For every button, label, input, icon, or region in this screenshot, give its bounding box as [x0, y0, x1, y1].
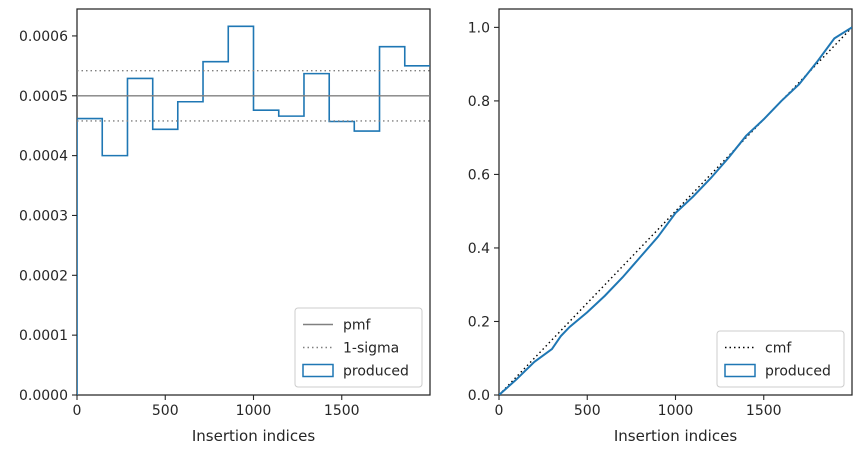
y-tick-label: 0.0 [468, 388, 490, 404]
plot-area [77, 25, 430, 395]
legend-box [716, 330, 845, 388]
x-tick-label: 1000 [236, 403, 272, 419]
y-tick-label: 0.0002 [19, 268, 68, 284]
cumulative-panel: 0 500 1000 1500 0.0 0.2 0.4 0.6 0.8 1.0 Insertion … [468, 8, 853, 445]
x-tick-label: 0 [73, 403, 82, 419]
produced-cumulative-line [499, 26, 852, 395]
legend-label-produced: produced [765, 364, 831, 380]
x-tick-label: 500 [152, 403, 179, 419]
legend-label-cmf: cmf [765, 341, 792, 357]
x-tick-label: 1500 [746, 403, 782, 419]
y-tick-label: 0.2 [468, 314, 490, 330]
x-tick-label: 500 [574, 403, 601, 419]
legend-label-1-sigma: 1-sigma [343, 341, 399, 357]
y-tick-label: 0.0001 [19, 328, 68, 344]
legend-label-pmf: pmf [343, 318, 372, 334]
y-tick-label: 0.0003 [19, 208, 68, 224]
x-tick-label: 1500 [324, 403, 360, 419]
x-axis-label: Insertion indices [614, 427, 737, 445]
legend: cmf produced [716, 330, 845, 388]
y-tick-label: 0.4 [468, 241, 490, 257]
y-tick-label: 1.0 [468, 20, 490, 36]
legend-label-produced: produced [343, 364, 409, 380]
y-tick-label: 0.6 [468, 167, 490, 183]
legend-box [294, 307, 423, 388]
y-tick-label: 0.0004 [19, 149, 68, 165]
y-tick-label: 0.0005 [19, 89, 68, 105]
y-tick-label: 0.8 [468, 94, 490, 110]
y-tick-label: 0.0000 [19, 388, 68, 404]
histogram-panel: 0 500 1000 1500 0.0000 0.0001 0.0002 0.0003 0.00… [19, 8, 431, 445]
legend-swatch-produced [302, 363, 334, 378]
x-axis-label: Insertion indices [192, 427, 315, 445]
legend-swatch-produced [724, 363, 756, 378]
y-tick-label: 0.0006 [19, 29, 68, 45]
histogram-step-produced [77, 25, 430, 395]
x-tick-label: 1000 [658, 403, 694, 419]
legend: pmf 1-sigma produced [294, 307, 423, 388]
plot-area [499, 26, 852, 395]
x-tick-label: 0 [495, 403, 504, 419]
